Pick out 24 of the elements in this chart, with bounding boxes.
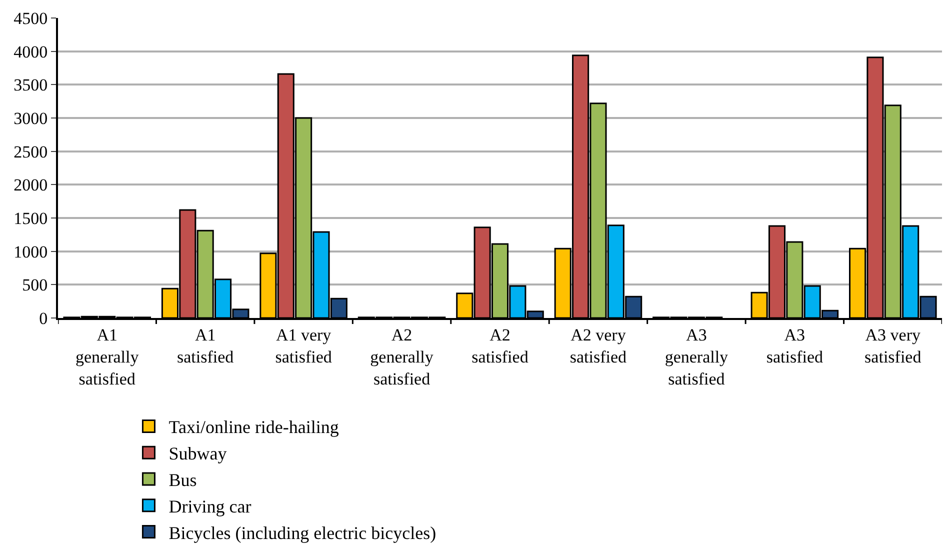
y-tick-label: 500 <box>22 276 48 295</box>
y-tick-label: 2500 <box>14 142 48 162</box>
x-tick-label: A1 very satisfied <box>275 325 332 366</box>
legend-label: Bus <box>168 470 197 490</box>
legend-label: Bicycles (including electric bicycles) <box>168 522 436 543</box>
y-tick-label: 2000 <box>14 176 48 195</box>
x-tick-label: A2 very satisfied <box>570 325 628 366</box>
y-tick-label: 4500 <box>14 8 48 28</box>
y-tick-label: 1500 <box>14 208 48 228</box>
legend-label: Taxi/online ride-hailing <box>168 417 339 438</box>
x-tick-label: A1 satisfied <box>177 325 234 366</box>
x-tick-label: A1 generally satisfied <box>75 325 140 389</box>
y-tick-label: 0 <box>39 308 48 328</box>
y-tick-label: 3500 <box>14 76 48 95</box>
x-tick-label: A3 satisfied <box>766 325 824 366</box>
legend-label: Driving car <box>168 496 252 516</box>
x-tick-label: A3 very satisfied <box>864 325 922 366</box>
y-tick-label: 3000 <box>14 108 48 128</box>
x-tick-label: A3 generally satisfied <box>664 325 729 389</box>
x-tick-label: A2 satisfied <box>472 325 529 366</box>
legend-label: Subway <box>168 444 227 464</box>
y-tick-label: 4000 <box>14 42 48 62</box>
y-tick-label: 1000 <box>14 242 48 262</box>
x-tick-label: A2 generally satisfied <box>370 325 434 389</box>
